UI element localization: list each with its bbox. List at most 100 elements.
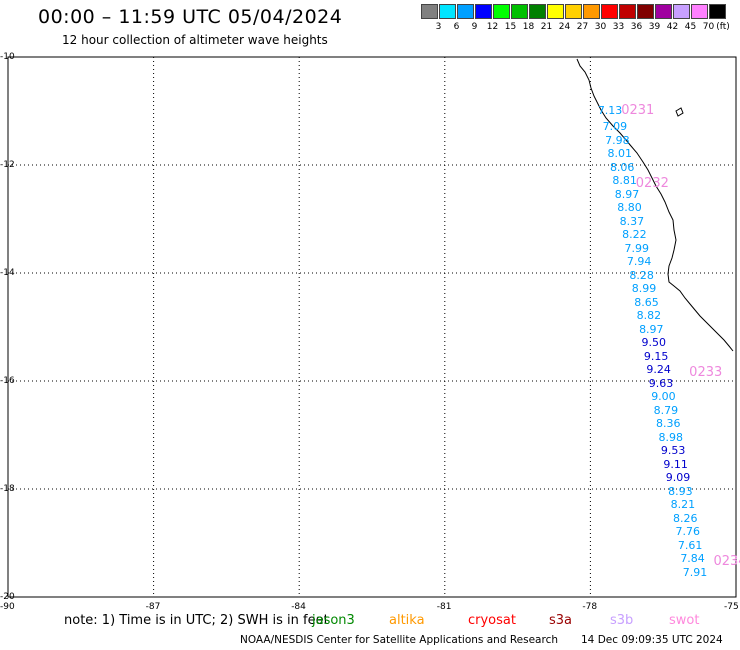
colorbar-label: 18 xyxy=(522,22,535,32)
colorbar-swatch xyxy=(475,4,492,19)
colorbar-swatch xyxy=(709,4,726,19)
colorbar-label: 15 xyxy=(504,22,517,32)
wave-height-value: 8.93 xyxy=(668,484,693,498)
wave-height-value: 8.26 xyxy=(673,511,698,525)
wave-height-value: 8.99 xyxy=(631,282,657,296)
wave-height-value: 8.28 xyxy=(629,268,654,282)
wave-height-value: 7.84 xyxy=(680,552,705,566)
satellite-name: swot xyxy=(669,613,700,628)
colorbar-label: 70 xyxy=(702,22,715,32)
colorbar-swatch xyxy=(601,4,618,19)
wave-height-value: 8.81 xyxy=(612,174,637,188)
lat-tick-label: -16 xyxy=(0,376,15,386)
colorbar-swatch xyxy=(439,4,456,19)
colorbar-label: 21 xyxy=(540,22,553,32)
satellite-name: cryosat xyxy=(468,613,516,628)
colorbar-swatch xyxy=(619,4,636,19)
colorbar-label: 6 xyxy=(453,22,460,32)
wave-height-value: 8.36 xyxy=(656,417,681,431)
satellite-name: s3b xyxy=(610,613,634,628)
map-subtitle: 12 hour collection of altimeter wave hei… xyxy=(62,33,328,47)
wave-height-value: 7.99 xyxy=(624,241,650,255)
lat-tick-label: -12 xyxy=(0,160,15,170)
wave-height-value: 7.94 xyxy=(626,255,652,269)
wave-height-value: 8.97 xyxy=(614,187,640,201)
wave-height-value: 8.22 xyxy=(622,228,647,242)
wave-height-value: 9.53 xyxy=(660,444,686,458)
lat-tick-label: -10 xyxy=(0,52,15,62)
wave-height-value: 9.09 xyxy=(665,471,691,485)
map-frame xyxy=(7,56,737,598)
colorbar-swatch xyxy=(457,4,474,19)
pass-time-label: 0234 xyxy=(713,553,740,569)
colorbar-label: 42 xyxy=(666,22,679,32)
lon-tick-label: -81 xyxy=(436,602,452,612)
wave-height-value: 7.98 xyxy=(605,133,630,147)
wave-height-value: 8.37 xyxy=(619,214,645,228)
colorbar-swatch xyxy=(529,4,546,19)
wave-height-value: 8.21 xyxy=(670,498,696,512)
colorbar-label: 36 xyxy=(630,22,643,32)
wave-height-value: 7.13 xyxy=(597,104,623,117)
lat-tick-label: -18 xyxy=(0,484,15,494)
wave-height-value: 7.61 xyxy=(677,538,703,552)
wave-height-value: 8.97 xyxy=(639,322,664,336)
lat-tick-label: -20 xyxy=(0,592,15,602)
colorbar-unit: (ft) xyxy=(716,22,730,32)
wave-height-value: 8.82 xyxy=(636,309,662,323)
lon-tick-label: -87 xyxy=(145,602,161,612)
wave-height-value: 7.09 xyxy=(602,120,628,134)
colorbar-label: 24 xyxy=(558,22,571,32)
colorbar-swatch xyxy=(673,4,690,19)
pass-time-label: 0233 xyxy=(689,364,723,380)
map-title: 00:00 – 11:59 UTC 05/04/2024 xyxy=(38,6,343,28)
lon-tick-label: -78 xyxy=(582,602,598,612)
wave-height-value: 7.76 xyxy=(675,525,700,539)
satellite-name: jason3 xyxy=(312,613,355,628)
colorbar-swatch xyxy=(511,4,528,19)
colorbar-label: 33 xyxy=(612,22,625,32)
wave-height-value: 9.11 xyxy=(663,457,688,471)
wave-height-value: 8.79 xyxy=(653,403,679,417)
colorbar-label: 27 xyxy=(576,22,589,32)
wave-height-value: 9.50 xyxy=(641,336,666,350)
wave-height-value: 9.63 xyxy=(648,376,674,390)
colorbar-label: 3 xyxy=(435,22,442,32)
colorbar-label: 30 xyxy=(594,22,607,32)
coastline xyxy=(576,58,734,352)
wave-height-value: 8.65 xyxy=(634,295,659,309)
colorbar-swatch xyxy=(421,4,438,19)
island-outline xyxy=(675,107,684,117)
wave-height-value: 9.15 xyxy=(643,349,669,363)
colorbar-label: 12 xyxy=(486,22,499,32)
pass-time-label: 0232 xyxy=(635,175,669,191)
colorbar-swatch xyxy=(493,4,510,19)
wave-height-value: 9.24 xyxy=(646,363,671,377)
footer-note: note: 1) Time is in UTC; 2) SWH is in fe… xyxy=(64,613,329,628)
footer-organization: NOAA/NESDIS Center for Satellite Applica… xyxy=(240,634,558,646)
colorbar-label: 45 xyxy=(684,22,697,32)
wave-height-value: 8.01 xyxy=(607,147,633,161)
lat-tick-label: -14 xyxy=(0,268,15,278)
colorbar-swatch xyxy=(691,4,708,19)
wave-height-value: 8.98 xyxy=(658,430,683,444)
colorbar-label: 9 xyxy=(471,22,478,32)
wave-height-value: 9.00 xyxy=(651,390,676,404)
colorbar-swatch xyxy=(637,4,654,19)
lon-tick-label: -90 xyxy=(0,602,15,612)
footer-timestamp: 14 Dec 09:09:35 UTC 2024 xyxy=(581,634,723,646)
colorbar-swatch xyxy=(655,4,672,19)
wave-height-value: 8.80 xyxy=(617,201,642,215)
lon-tick-label: -75 xyxy=(724,602,739,612)
colorbar-swatch xyxy=(583,4,600,19)
satellite-name: s3a xyxy=(549,613,573,628)
colorbar-swatch xyxy=(547,4,564,19)
wave-height-value: 8.06 xyxy=(609,160,635,174)
satellite-name: altika xyxy=(389,613,425,628)
colorbar-label: 39 xyxy=(648,22,661,32)
pass-time-label: 0231 xyxy=(621,103,655,118)
lon-tick-label: -84 xyxy=(291,602,306,612)
colorbar-swatch xyxy=(565,4,582,19)
wave-height-value: 7.91 xyxy=(682,565,708,579)
